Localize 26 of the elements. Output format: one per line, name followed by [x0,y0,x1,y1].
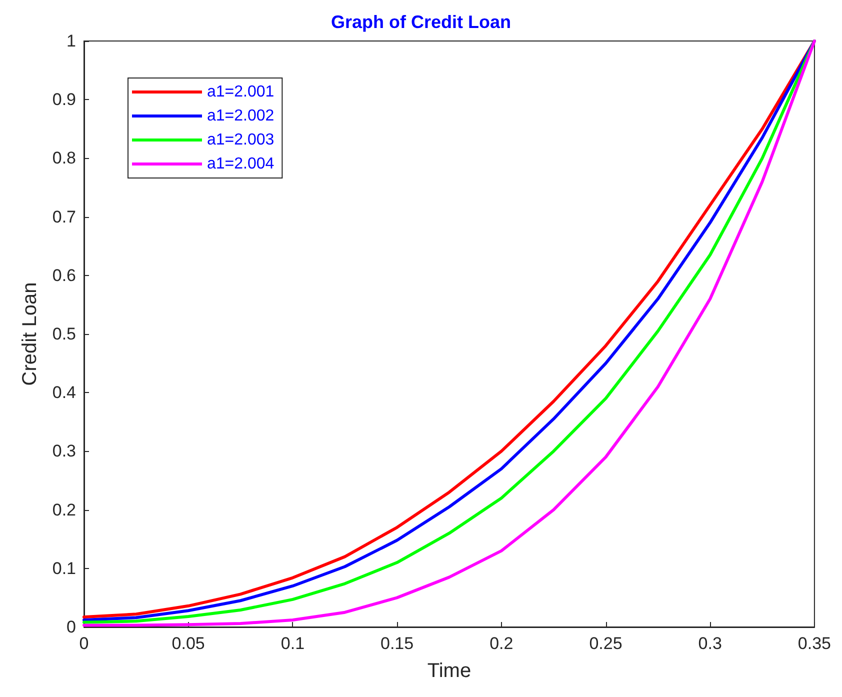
y-tick-label: 0.5 [52,324,76,344]
y-tick-label: 0 [66,618,76,636]
y-tick-label: 0.6 [52,266,76,285]
x-tick-label: 0.2 [490,634,514,653]
y-tick-label: 0.2 [52,500,76,520]
y-tick-label: 0.8 [52,148,76,168]
y-tick-label: 1 [66,32,76,50]
y-tick-label: 0.9 [52,90,76,110]
x-tick-label: 0.05 [172,634,205,653]
x-tick-label: 0.35 [798,634,832,653]
x-tick-label: 0.1 [280,634,305,653]
y-tick-label: 0.1 [52,558,76,578]
x-tick-label: 0 [79,634,89,653]
y-tick-label: 0.3 [52,442,76,461]
y-tick-label: 0.7 [52,207,76,226]
x-tick-label: 0.3 [698,634,722,653]
legend-label: a1=2.002 [207,108,274,124]
x-tick-label: 0.15 [380,634,414,653]
y-tick-label: 0.4 [52,383,76,402]
x-axis-title: Time [427,660,472,682]
legend-label: a1=2.004 [207,156,274,172]
legend-label: a1=2.003 [207,132,274,148]
y-axis-title: Credit Loan [19,282,41,386]
x-tick-label: 0.25 [589,634,622,653]
legend-label: a1=2.001 [207,84,274,100]
chart-title: Graph of Credit Loan [331,12,511,32]
